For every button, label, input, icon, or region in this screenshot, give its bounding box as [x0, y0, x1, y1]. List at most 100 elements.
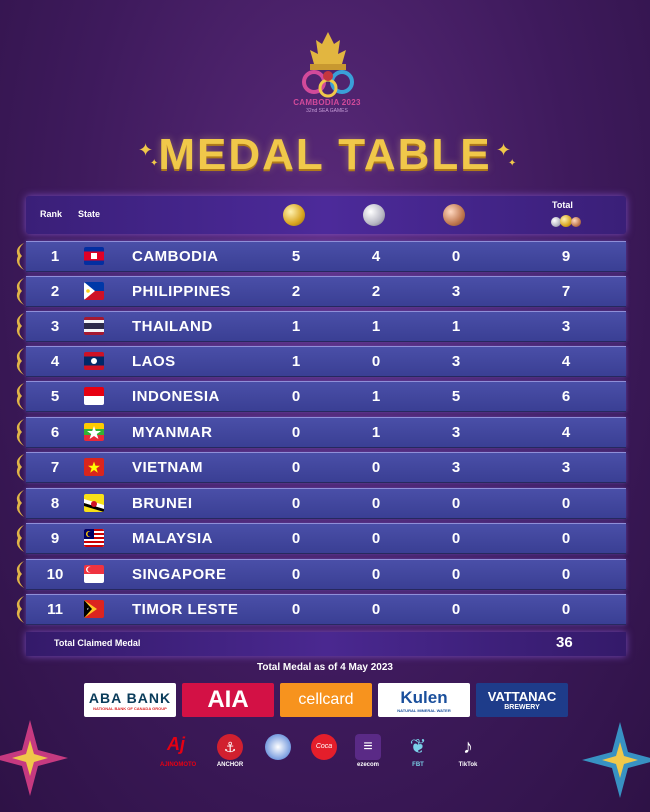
sponsor-subtitle: NATIONAL BANK OF CANADA GROUP: [93, 705, 167, 711]
total-cell: 0: [561, 601, 571, 618]
country-cell: TIMOR LESTE: [132, 601, 239, 618]
country-cell: LAOS: [132, 353, 176, 370]
sponsor-coca-cola: Coca: [308, 734, 340, 774]
gold-cell: 1: [291, 318, 301, 335]
gold-cell: 0: [291, 601, 301, 618]
country-cell: VIETNAM: [132, 459, 203, 476]
bronze-cell: 0: [451, 495, 461, 512]
gold-cell: 0: [291, 530, 301, 547]
decorative-star-icon: [582, 722, 650, 798]
silver-cell: 4: [371, 248, 381, 265]
total-medals-icon: [571, 217, 581, 227]
silver-cell: 1: [371, 388, 381, 405]
sponsor-tiktok: ♪ TikTok: [452, 734, 484, 774]
country-cell: MALAYSIA: [132, 530, 213, 547]
ornament-icon: [16, 454, 24, 481]
total-cell: 7: [561, 283, 571, 300]
sponsor-name: Kulen: [400, 687, 448, 707]
rank-cell: 2: [50, 283, 60, 300]
logo-subtitle: 32nd SEA GAMES: [306, 108, 348, 114]
total-cell: 0: [561, 530, 571, 547]
silver-cell: 0: [371, 353, 381, 370]
gold-cell: 5: [291, 248, 301, 265]
rank-cell: 5: [50, 388, 60, 405]
ornament-icon: [16, 596, 24, 623]
total-cell: 3: [561, 459, 571, 476]
coca-cola-logo-icon: Coca: [311, 734, 337, 760]
sponsor-name: AIA: [207, 686, 249, 713]
table-row: 3 THAILAND 1 1 1 3: [16, 311, 626, 342]
as-of-date: Total Medal as of 4 May 2023: [257, 662, 393, 673]
silver-cell: 2: [371, 283, 381, 300]
ezecom-logo-icon: ≡: [355, 734, 381, 760]
silver-cell: 0: [371, 566, 381, 583]
bronze-cell: 3: [451, 283, 461, 300]
total-claimed-value: 36: [556, 634, 573, 651]
sponsor-label: ANCHOR: [216, 762, 244, 768]
silver-cell: 0: [371, 601, 381, 618]
bronze-cell: 1: [451, 318, 461, 335]
laos-flag-icon: [84, 352, 104, 370]
sparkle-icon: ✦: [150, 158, 159, 169]
sponsor-ajinomoto: Aj AJINOMOTO: [160, 734, 196, 774]
timor-leste-flag-icon: [84, 600, 104, 618]
table-row: 11 TIMOR LESTE 0 0 0 0: [16, 594, 626, 625]
rank-cell: 3: [50, 318, 60, 335]
gold-cell: 0: [291, 388, 301, 405]
bronze-cell: 0: [451, 601, 461, 618]
sponsor-name: ABA BANK: [88, 689, 172, 706]
total-claimed-label: Total Claimed Medal: [54, 638, 141, 648]
country-cell: INDONESIA: [132, 388, 220, 405]
rank-cell: 9: [50, 530, 60, 547]
singapore-flag-icon: [84, 565, 104, 583]
rank-cell: 4: [50, 353, 60, 370]
fbt-logo-icon: ❦: [409, 736, 427, 758]
bronze-cell: 3: [451, 459, 461, 476]
bronze-medal-icon: [443, 204, 465, 226]
table-row: 1 CAMBODIA 5 4 0 9: [16, 241, 626, 272]
total-medals-icon: [560, 215, 572, 227]
silver-cell: 1: [371, 318, 381, 335]
table-header: Rank State Total: [26, 196, 626, 234]
rank-cell: 1: [50, 248, 60, 265]
bronze-cell: 5: [451, 388, 461, 405]
sea-games-logo: [302, 32, 354, 98]
bronze-cell: 0: [451, 566, 461, 583]
total-header: Total: [552, 200, 573, 210]
total-cell: 3: [561, 318, 571, 335]
bronze-cell: 3: [451, 424, 461, 441]
silver-cell: 1: [371, 424, 381, 441]
total-cell: 0: [561, 566, 571, 583]
sponsor-ezecom: ≡ ezecom: [352, 734, 384, 774]
sponsor-label: TikTok: [458, 762, 478, 768]
sponsor-name: cellcard: [298, 691, 354, 708]
sparkle-icon: ✦: [496, 140, 512, 160]
anchor-logo-icon: ⚓: [217, 734, 243, 760]
sponsor-fbt: ❦ FBT: [402, 734, 434, 774]
gold-medal-icon: [283, 204, 305, 226]
table-row: 5 INDONESIA 0 1 5 6: [16, 381, 626, 412]
total-cell: 4: [561, 424, 571, 441]
table-row: 10 SINGAPORE 0 0 0 0: [16, 559, 626, 590]
sponsor-subtitle: BREWERY: [504, 704, 540, 711]
total-cell: 4: [561, 353, 571, 370]
malaysia-flag-icon: [84, 529, 104, 547]
gold-cell: 1: [291, 353, 301, 370]
gold-cell: 2: [291, 283, 301, 300]
sparkle-icon: ✦: [508, 158, 517, 169]
ornament-icon: [16, 348, 24, 375]
gold-cell: 0: [291, 424, 301, 441]
country-cell: BRUNEI: [132, 495, 193, 512]
sponsor-name: VATTANAC: [487, 689, 557, 704]
tiktok-logo-icon: ♪: [463, 736, 473, 758]
logo-text: CAMBODIA 2023: [293, 98, 361, 107]
page-title: MEDAL TABLE: [158, 130, 492, 179]
rank-cell: 6: [50, 424, 60, 441]
rank-header: Rank: [40, 209, 63, 219]
brunei-flag-icon: [84, 494, 104, 512]
indonesia-flag-icon: [84, 387, 104, 405]
ornament-icon: [16, 561, 24, 588]
sponsor-aba-bank: ABA BANK NATIONAL BANK OF CANADA GROUP: [84, 683, 176, 717]
ornament-icon: [16, 525, 24, 552]
country-cell: CAMBODIA: [132, 248, 219, 265]
